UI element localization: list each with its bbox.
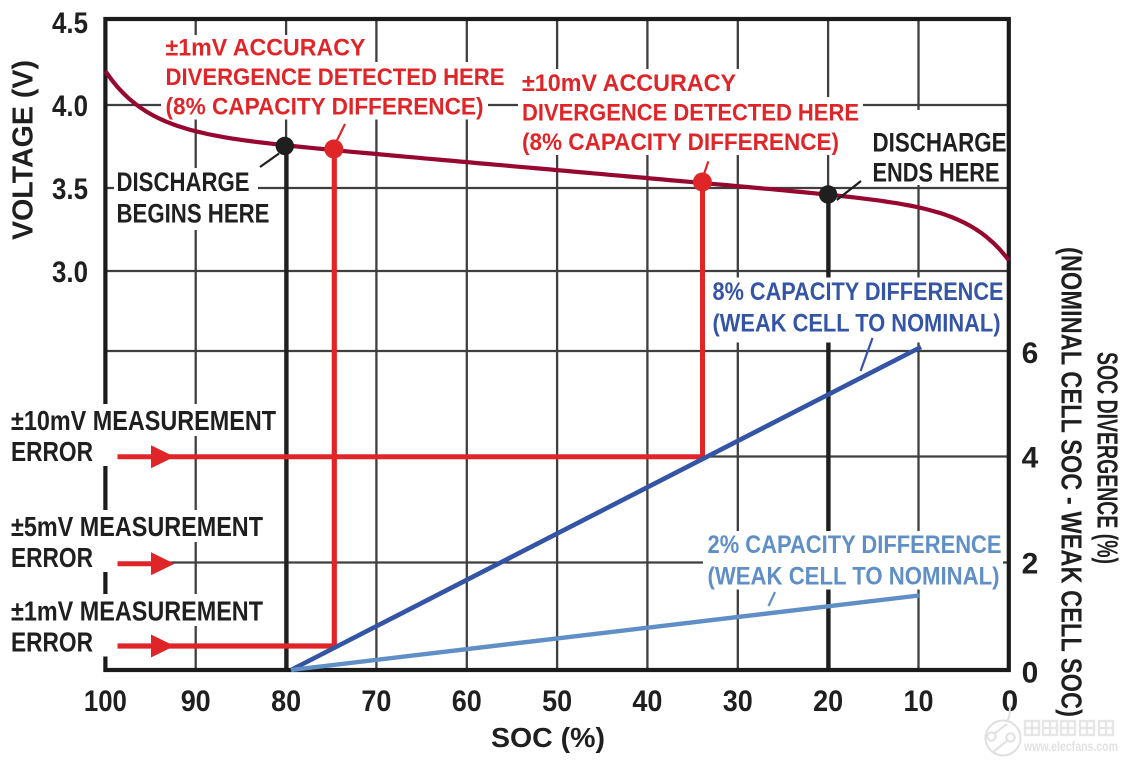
svg-text:4.0: 4.0 [52,90,88,123]
svg-text:DIVERGENCE DETECTED HERE: DIVERGENCE DETECTED HERE [522,100,859,127]
svg-text:50: 50 [542,685,572,718]
svg-text:ERROR: ERROR [11,627,93,658]
svg-text:100: 100 [84,685,127,718]
svg-text:2% CAPACITY DIFFERENCE: 2% CAPACITY DIFFERENCE [708,531,1002,559]
svg-text:DIVERGENCE DETECTED HERE: DIVERGENCE DETECTED HERE [166,64,505,91]
svg-text:www.elecfans.com: www.elecfans.com [1023,739,1118,754]
svg-text:±10mV ACCURACY: ±10mV ACCURACY [522,70,736,97]
svg-text:20: 20 [813,685,843,718]
svg-text:80: 80 [271,685,301,718]
svg-text:90: 90 [181,685,211,718]
svg-text:70: 70 [361,685,391,718]
svg-text:VOLTAGE (V): VOLTAGE (V) [8,60,40,240]
svg-text:60: 60 [452,685,482,718]
svg-text:30: 30 [723,685,753,718]
svg-text:3.5: 3.5 [52,173,88,206]
svg-text:ENDS HERE: ENDS HERE [873,158,1000,188]
svg-text:±1mV ACCURACY: ±1mV ACCURACY [166,35,366,62]
svg-text:±5mV MEASUREMENT: ±5mV MEASUREMENT [11,511,263,542]
svg-text:ERROR: ERROR [11,542,93,573]
svg-text:DISCHARGE: DISCHARGE [117,167,250,197]
svg-text:SOC (%): SOC (%) [491,722,605,753]
svg-text:40: 40 [632,685,662,718]
svg-text:ERROR: ERROR [11,436,93,467]
svg-text:BEGINS HERE: BEGINS HERE [117,199,270,229]
svg-text:(WEAK CELL TO NOMINAL): (WEAK CELL TO NOMINAL) [708,563,1000,591]
svg-text:SOC DIVERGENCE (%): SOC DIVERGENCE (%) [1091,352,1123,564]
svg-text:(8% CAPACITY DIFFERENCE): (8% CAPACITY DIFFERENCE) [522,129,839,156]
svg-text:4.5: 4.5 [52,7,88,40]
svg-text:(WEAK CELL TO NOMINAL): (WEAK CELL TO NOMINAL) [713,310,1001,338]
svg-text:2: 2 [1022,547,1039,580]
svg-text:10: 10 [904,685,934,718]
svg-text:(8% CAPACITY DIFFERENCE): (8% CAPACITY DIFFERENCE) [166,94,484,121]
svg-text:±1mV MEASUREMENT: ±1mV MEASUREMENT [11,596,263,627]
svg-text:(NOMINAL CELL SOC - WEAK CELL: (NOMINAL CELL SOC - WEAK CELL SOC) [1055,247,1087,717]
svg-text:0: 0 [1022,656,1039,689]
svg-text:3.0: 3.0 [52,256,88,289]
svg-text:DISCHARGE: DISCHARGE [873,128,1007,158]
svg-text:8% CAPACITY DIFFERENCE: 8% CAPACITY DIFFERENCE [713,278,1004,306]
svg-text:±10mV MEASUREMENT: ±10mV MEASUREMENT [11,405,276,436]
svg-text:6: 6 [1022,337,1039,370]
svg-text:4: 4 [1022,441,1039,474]
svg-text:0: 0 [1001,685,1018,718]
